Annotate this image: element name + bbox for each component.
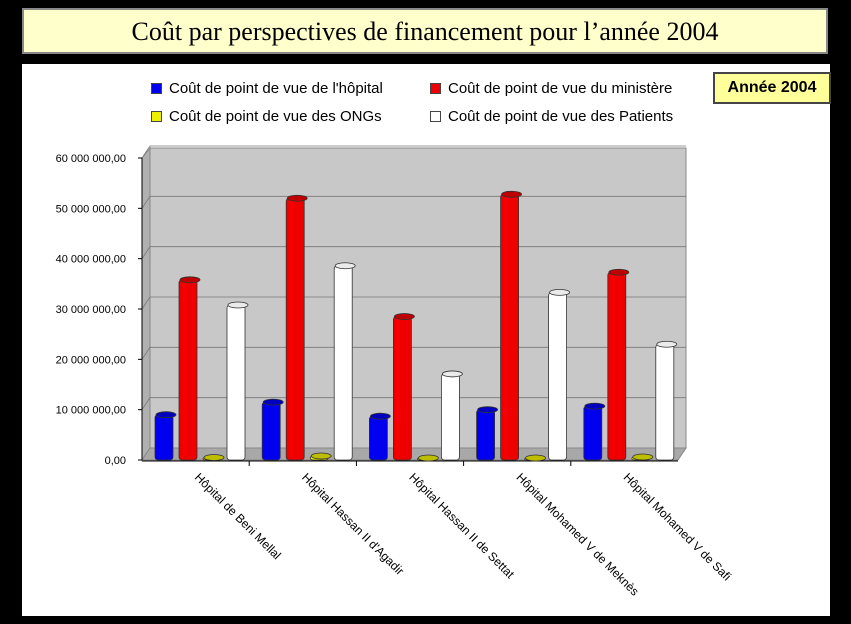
bar-4-4-top [549,288,570,296]
bar-1-2-highlight [182,282,186,457]
bar-1-2-top [179,276,201,284]
bar-3-1 [368,415,388,461]
bar-1-4 [226,304,246,461]
bar-5-2-highlight [610,275,615,457]
bar-5-1 [583,405,603,461]
bar-2-2 [285,197,305,461]
bar-4-1-top [477,406,499,414]
legend-item-ministere: Coût de point de vue du ministère [430,80,672,97]
bar-5-4 [655,343,675,461]
y-tick-label: 60 000 000,00 [56,153,126,165]
bar-2-2-top [286,194,308,202]
bar-5-1-top [584,402,606,410]
bar-3-1-top [369,412,391,420]
legend-swatch-patients [430,111,441,122]
bar-2-1-highlight [265,405,270,457]
bar-5-1-highlight [586,409,591,457]
bar-4-3-top [525,454,546,462]
legend-label-hopital: Coût de point de vue de l'hôpital [169,80,383,97]
bar-1-4-top [227,301,249,309]
x-tick-label: Hôpital Mohamed V de Meknès [513,470,641,598]
bar-3-2-highlight [396,319,401,457]
y-tick-label: 50 000 000,00 [56,203,126,215]
x-tick-label: Hôpital Hassan II de Settat [406,470,517,581]
chart-legend: Coût de point de vue de l'hôpital Coût d… [145,72,715,128]
bar-2-3-top [310,452,332,460]
bar-2-2-highlight [289,201,294,457]
bar-1-1-highlight [158,417,162,457]
bar-2-1-top [262,398,284,406]
legend-item-patients: Coût de point de vue des Patients [430,108,673,125]
bar-3-4 [440,373,460,461]
bar-5-2 [607,271,627,461]
side-wall [141,146,151,462]
bar-3-4-highlight [444,376,449,457]
legend-swatch-ministere [430,83,441,94]
legend-label-patients: Coût de point de vue des Patients [448,108,674,125]
bar-4-2-top [501,190,523,198]
x-tick-label: Hôpital Mohamed V de Safi [621,470,734,583]
legend-swatch-ongs [151,111,162,122]
bar-1-1 [154,414,174,461]
bar-2-4-top [334,262,356,270]
bar-3-4-top [441,370,463,378]
legend-item-hopital: Coût de point de vue de l'hôpital [151,80,383,97]
y-tick-label: 10 000 000,00 [56,405,126,417]
legend-item-ongs: Coût de point de vue des ONGs [151,108,382,125]
legend-swatch-hopital [151,83,162,94]
gridline [141,145,686,159]
legend-label-ongs: Coût de point de vue des ONGs [169,108,382,125]
bar-5-2-top [608,268,630,276]
bar-5-4-top [656,340,678,348]
year-label: Année 2004 [713,72,831,104]
bar-1-1-top [155,411,177,419]
y-tick-label: 30 000 000,00 [56,304,126,316]
legend-label-ministere: Coût de point de vue du ministère [448,80,673,97]
bar-4-4-highlight [551,295,556,457]
bar-2-1 [261,401,281,461]
y-tick-label: 0,00 [105,455,126,467]
bar-4-4 [548,291,567,461]
bar-2-4-highlight [337,268,342,457]
bar-4-1 [476,409,496,461]
bar-5-4-highlight [658,347,663,457]
bar-5-3-top [632,453,654,461]
bar-2-4 [333,265,353,461]
bar-1-4-highlight [230,307,234,457]
x-tick-label: Hôpital de Beni Mellal [192,470,284,562]
bar-4-2 [500,193,520,461]
slide-title: Coût par perspectives de financement pou… [22,8,828,54]
bar-4-2-highlight [503,197,508,458]
bar-3-1-highlight [372,419,377,457]
y-tick-label: 40 000 000,00 [56,254,126,266]
x-tick-label: Hôpital Hassan II d'Agadir [299,470,407,578]
bar-3-2 [392,316,412,461]
bar-3-2-top [393,313,415,320]
bar-1-3-top [203,454,225,461]
y-tick-label: 20 000 000,00 [56,354,126,366]
bar-3-3-top [417,454,439,462]
bar-1-2 [178,279,198,461]
bar-4-1-highlight [479,412,484,457]
